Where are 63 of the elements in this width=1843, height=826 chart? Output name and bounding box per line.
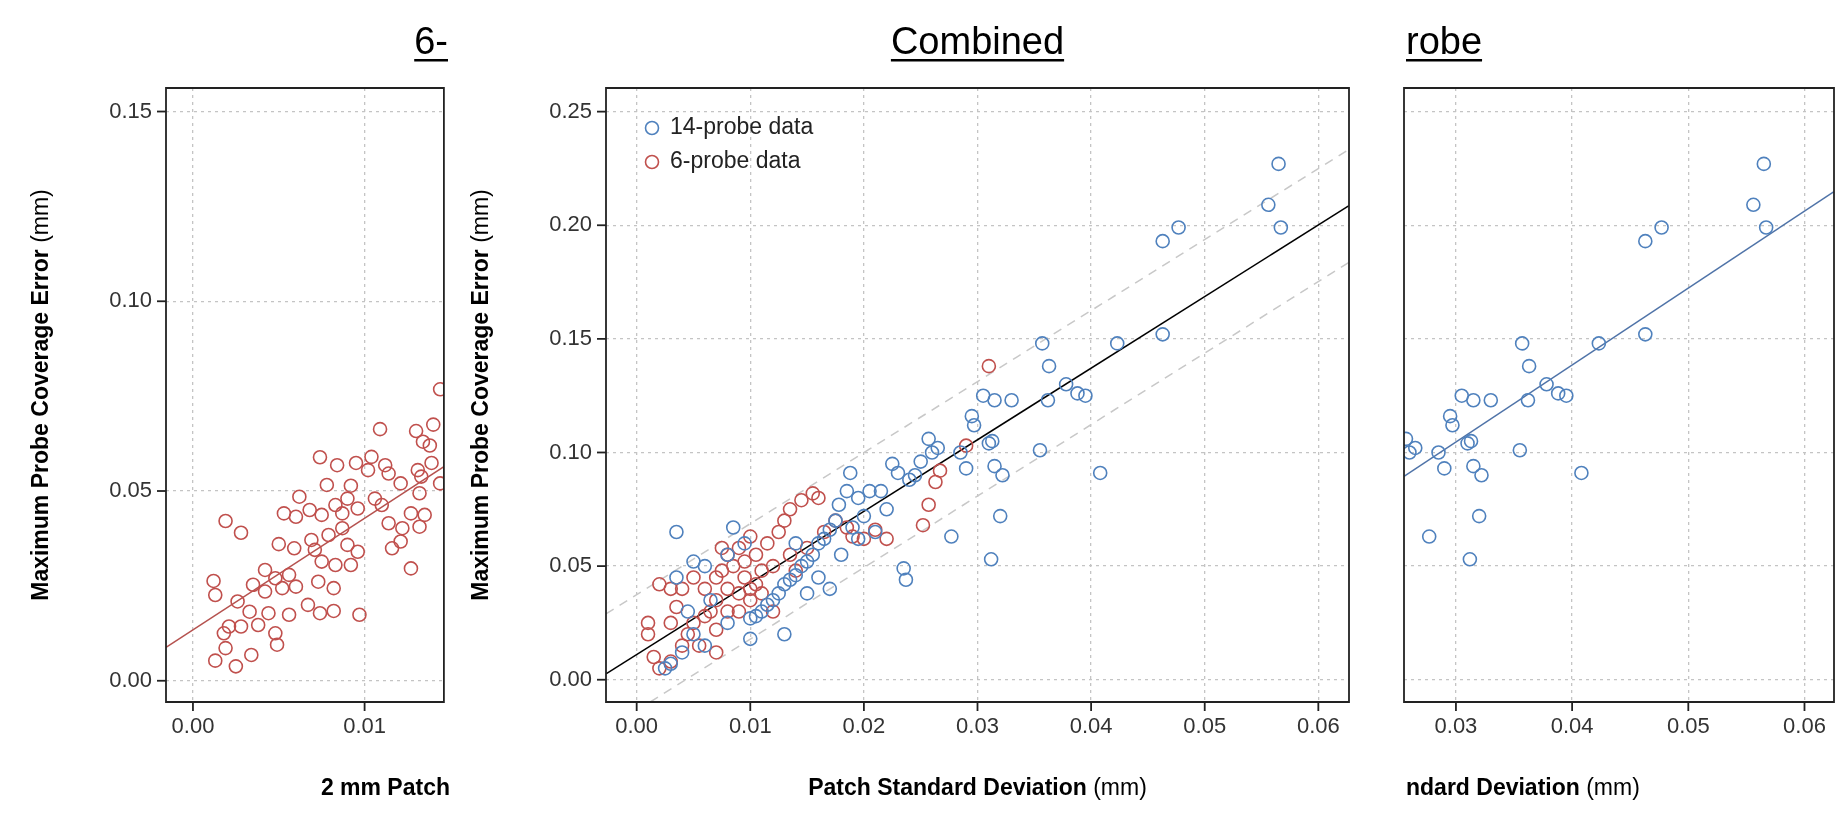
point — [1756, 156, 1772, 172]
point — [1466, 392, 1481, 408]
point — [1638, 327, 1653, 342]
point — [1550, 386, 1566, 401]
x-tick-label: 0.00 — [615, 713, 659, 739]
x-tick-label: 0.00 — [171, 713, 215, 739]
x-tick-label: 0.03 — [1434, 713, 1478, 739]
y-tick-label: 0.10 — [549, 438, 592, 464]
x-axis-title: ndard Deviation (mm) — [1406, 774, 1640, 800]
x-tick-label: 0.06 — [1296, 713, 1340, 739]
x-axis-title: 2 mm Patch — [320, 774, 450, 800]
point — [1514, 336, 1530, 351]
point — [1454, 388, 1470, 403]
y-axis-title: Maximum Probe Coverage Error (mm) — [27, 189, 53, 601]
x-tick-label: 0.04 — [1069, 713, 1113, 739]
chart-title: Combined — [890, 20, 1065, 62]
point — [1539, 377, 1554, 392]
point — [1638, 233, 1653, 249]
x-tick-label: 0.05 — [1666, 713, 1710, 739]
point — [1471, 508, 1487, 524]
point — [1474, 467, 1489, 483]
point — [1758, 220, 1774, 235]
x-tick-label: 0.06 — [1783, 713, 1826, 739]
point — [1407, 440, 1423, 456]
y-tick-label: 0.10 — [109, 287, 152, 313]
point — [1591, 336, 1607, 351]
y-tick-label: 0.25 — [549, 97, 592, 123]
y-tick-label: 0.05 — [109, 477, 152, 503]
x-tick-label: 0.02 — [842, 713, 886, 739]
point — [1746, 197, 1761, 213]
legend-label: 6-probe data — [670, 147, 801, 174]
point — [1521, 358, 1537, 374]
point — [1437, 461, 1452, 476]
point — [1421, 529, 1437, 544]
x-tick-label: 0.05 — [1183, 713, 1227, 739]
y-tick-label: 0.20 — [549, 211, 592, 237]
chart-title: robe — [1406, 20, 1483, 62]
point — [1483, 392, 1499, 408]
x-tick-label: 0.04 — [1550, 713, 1594, 739]
point — [1445, 417, 1460, 433]
point — [1460, 436, 1475, 451]
point — [1466, 458, 1481, 474]
y-tick-label: 0.15 — [549, 324, 592, 350]
y-tick-label: 0.00 — [549, 665, 592, 691]
point — [1574, 465, 1589, 481]
x-axis-title: Patch Standard Deviation (mm) — [808, 774, 1147, 800]
y-tick-label: 0.00 — [109, 666, 152, 692]
point — [1654, 220, 1669, 235]
y-tick-label: 0.15 — [109, 97, 152, 123]
legend-label: 14-probe data — [670, 113, 814, 140]
point — [1559, 388, 1574, 403]
x-tick-label: 0.01 — [343, 713, 387, 739]
point — [1442, 408, 1458, 424]
y-axis-title: Maximum Probe Coverage Error (mm) — [467, 189, 493, 601]
chart-title: 6- — [414, 20, 449, 62]
point — [1520, 392, 1536, 408]
point — [1463, 433, 1479, 449]
y-tick-label: 0.05 — [549, 552, 592, 578]
point — [1462, 551, 1478, 567]
x-tick-label: 0.01 — [728, 713, 772, 739]
point — [1512, 442, 1528, 458]
point — [1431, 445, 1446, 460]
x-tick-label: 0.03 — [956, 713, 999, 739]
